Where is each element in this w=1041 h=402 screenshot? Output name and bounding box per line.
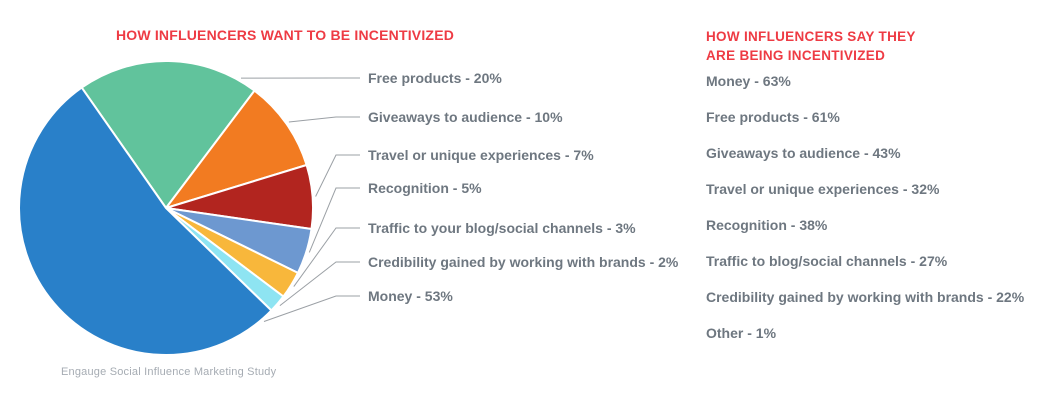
- right-item-traffic: Traffic to blog/social channels - 27%: [706, 253, 948, 269]
- pie-slice-label-credibility: Credibility gained by working with brand…: [368, 254, 679, 270]
- pie-slice-label-travel: Travel or unique experiences - 7%: [368, 147, 594, 163]
- source-caption: Engauge Social Influence Marketing Study: [61, 366, 277, 378]
- pie-slice-1: [165, 89, 308, 209]
- right-item-other: Other - 1%: [706, 325, 777, 341]
- pie-chart: [18, 60, 360, 356]
- pie-slice-label-giveaways: Giveaways to audience - 10%: [368, 109, 563, 125]
- right-item-credibility: Credibility gained by working with brand…: [706, 289, 1025, 305]
- right-panel-list: Money - 63% Free products - 61% Giveaway…: [706, 63, 1024, 351]
- left-chart-title: HOW INFLUENCERS WANT TO BE INCENTIVIZED: [115, 27, 455, 43]
- pie-slice-6: [18, 86, 273, 356]
- pie-slice-0: [80, 60, 256, 209]
- right-item-free-products: Free products - 61%: [706, 109, 840, 125]
- pie-slice-label-traffic: Traffic to your blog/social channels - 3…: [368, 220, 636, 236]
- leader-line-4: [293, 227, 360, 287]
- leader-line-5: [279, 261, 360, 306]
- right-item-travel: Travel or unique experiences - 32%: [706, 181, 940, 197]
- right-panel-title-line2: ARE BEING INCENTIVIZED: [706, 48, 886, 63]
- leader-line-2: [315, 154, 360, 197]
- right-item-giveaways: Giveaways to audience - 43%: [706, 145, 901, 161]
- right-panel-title: HOW INFLUENCERS SAY THEY ARE BEING INCEN…: [706, 27, 916, 65]
- right-item-money: Money - 63%: [706, 73, 791, 89]
- pie-slice-label-money: Money - 53%: [368, 288, 453, 304]
- right-panel-title-line1: HOW INFLUENCERS SAY THEY: [706, 29, 916, 44]
- pie-slice-label-free-products: Free products - 20%: [368, 70, 502, 86]
- right-item-recognition: Recognition - 38%: [706, 217, 828, 233]
- leader-line-3: [308, 187, 360, 253]
- leader-line-1: [288, 116, 360, 123]
- leader-line-6: [263, 295, 360, 322]
- pie-slice-label-recognition: Recognition - 5%: [368, 180, 482, 196]
